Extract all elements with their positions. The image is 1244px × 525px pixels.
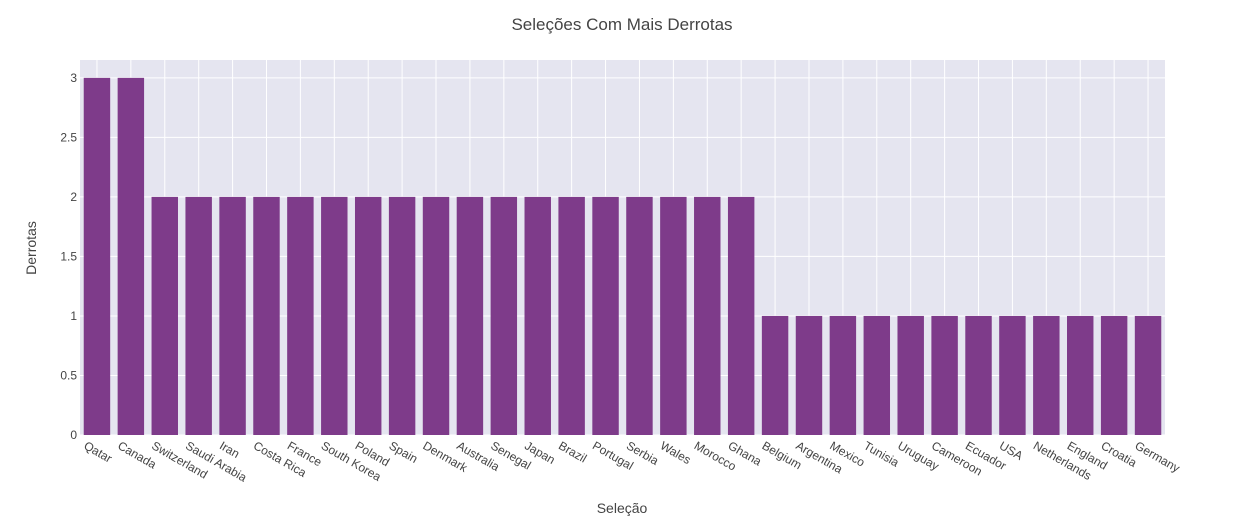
bar-spain[interactable] <box>388 196 416 435</box>
bar-portugal[interactable] <box>592 196 619 435</box>
bar-south-korea[interactable] <box>321 196 348 435</box>
bar-saudi-arabia[interactable] <box>185 196 212 435</box>
x-tick-label: Germany <box>1133 438 1183 475</box>
x-tick-label: Brazil <box>556 438 589 465</box>
y-tick-label: 1 <box>70 309 77 323</box>
y-tick-label: 2 <box>70 190 77 204</box>
bar-denmark[interactable] <box>422 196 450 435</box>
bar-qatar[interactable] <box>83 77 111 435</box>
x-tick-label: Tunisia <box>861 438 901 469</box>
bars <box>83 77 1162 435</box>
bar-canada[interactable] <box>117 77 145 435</box>
bar-morocco[interactable] <box>694 196 721 435</box>
y-tick-label: 0 <box>70 428 77 442</box>
y-tick-label: 1.5 <box>60 249 77 263</box>
bar-belgium[interactable] <box>761 315 789 435</box>
bar-serbia[interactable] <box>626 196 653 435</box>
bar-australia[interactable] <box>456 196 484 435</box>
x-tick-label: Qatar <box>81 438 114 465</box>
y-axis-title: Derrotas <box>23 221 39 275</box>
x-tick-label: Spain <box>387 438 421 465</box>
y-tick-label: 2.5 <box>60 130 77 144</box>
bar-cameroon[interactable] <box>931 315 958 435</box>
bar-brazil[interactable] <box>558 196 585 435</box>
bar-senegal[interactable] <box>490 196 518 435</box>
bar-usa[interactable] <box>999 315 1026 435</box>
bar-japan[interactable] <box>524 196 551 435</box>
bar-ecuador[interactable] <box>965 315 992 435</box>
bar-netherlands[interactable] <box>1033 315 1060 435</box>
bar-france[interactable] <box>287 196 314 435</box>
y-tick-labels: 0 0.5 1 1.5 2 2.5 3 <box>60 71 77 442</box>
bar-wales[interactable] <box>660 196 687 435</box>
bar-switzerland[interactable] <box>151 196 178 435</box>
bar-poland[interactable] <box>354 196 382 435</box>
bar-tunisia[interactable] <box>863 315 891 435</box>
bar-england[interactable] <box>1067 315 1094 435</box>
bar-ghana[interactable] <box>727 196 755 435</box>
y-tick-label: 0.5 <box>60 368 77 382</box>
bar-uruguay[interactable] <box>897 315 924 435</box>
chart-title: Seleções Com Mais Derrotas <box>511 15 732 34</box>
x-axis-title: Seleção <box>597 500 648 516</box>
bar-iran[interactable] <box>219 196 246 435</box>
bar-costa-rica[interactable] <box>253 196 280 435</box>
y-tick-label: 3 <box>70 71 77 85</box>
bar-argentina[interactable] <box>795 315 823 435</box>
bar-germany[interactable] <box>1134 315 1162 435</box>
bar-mexico[interactable] <box>829 315 857 435</box>
x-tick-label: Wales <box>658 438 693 467</box>
bar-croatia[interactable] <box>1100 315 1128 435</box>
